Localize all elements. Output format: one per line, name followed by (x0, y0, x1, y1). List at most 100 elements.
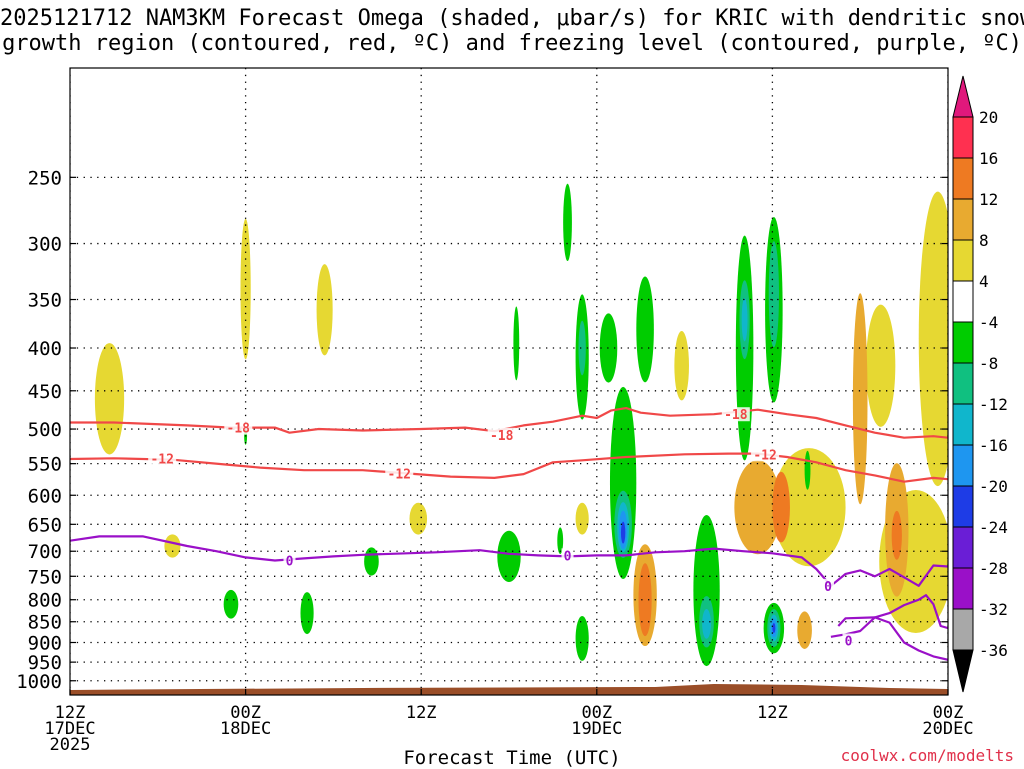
freezing-level-contour-label-0-2: 0 (824, 580, 832, 595)
omega-cell-pos-3 (164, 534, 181, 558)
colorbar-label-7: -12 (979, 395, 1008, 414)
y-tick-label-900: 900 (28, 632, 62, 654)
freezing-level-contour-1 (830, 594, 948, 638)
y-tick-label-250: 250 (28, 167, 62, 189)
freezing-level-contour-label-1-0: 0 (845, 634, 853, 649)
omega-cell-neg-28 (575, 615, 589, 661)
y-tick-label-500: 500 (28, 419, 62, 441)
omega-cell-neg-50 (772, 623, 776, 634)
dgz-contour-label-bg-0-2 (721, 407, 750, 422)
omega-cell-pos-13 (852, 293, 868, 505)
omega-cell-neg-36 (804, 450, 811, 490)
omega-cell-neg-45 (741, 298, 748, 342)
colorbar-label-12: -32 (979, 600, 1008, 619)
omega-cell-pos-10 (772, 448, 846, 567)
omega-cell-pos-6 (674, 331, 689, 401)
x-tick-label-line-24-0: 12Z (406, 703, 437, 723)
omega-cell-pos-4 (409, 502, 428, 535)
chart-title-line-2: growth region (contoured, red, ºC) and f… (2, 31, 1022, 56)
freezing-level-contour-label-0-1: 0 (564, 549, 572, 564)
y-tick-label-850: 850 (28, 612, 62, 634)
colorbar-label-8: -16 (979, 436, 1008, 455)
y-tick-label-550: 550 (28, 454, 62, 476)
dgz-contour-label-bg-1-0 (148, 451, 177, 466)
x-tick-label-line-60-0: 00Z (933, 703, 964, 723)
y-tick-label-400: 400 (28, 338, 62, 360)
colorbar-segment-12 (952, 608, 974, 651)
x-tick-label-36: 00Z 19DEC (571, 703, 622, 739)
freezing-level-contour-label-bg-0-1 (561, 548, 574, 563)
dgz-contour-label-0-2: -18 (724, 408, 748, 423)
omega-cell-pos-0 (94, 343, 125, 455)
colorbar-segment-7 (952, 403, 974, 446)
plot-frame (69, 67, 949, 696)
colorbar-label-6: -8 (979, 354, 998, 373)
x-tick-label-line-48-0: 12Z (757, 703, 788, 723)
freezing-level-contour-label-bg-0-0 (283, 553, 296, 568)
omega-cell-neg-49 (620, 521, 626, 544)
dgz-contour-label-bg-1-2 (751, 447, 780, 462)
y-tick-label-600: 600 (28, 485, 62, 507)
freezing-level-contour-label-0-0: 0 (286, 554, 294, 569)
omega-cell-pos-8 (866, 304, 896, 427)
omega-cell-pos-5 (575, 502, 589, 535)
y-tick-label-950: 950 (28, 652, 62, 674)
plot-area: -18 -18 -18 -12 -12 -12 0 0 0 0 (70, 68, 948, 695)
omega-cell-neg-20 (223, 589, 239, 619)
colorbar-segment-3 (952, 239, 974, 282)
freezing-level-contour-0 (70, 535, 948, 587)
colorbar-segment-4 (952, 280, 974, 323)
omega-cell-pos-2 (316, 264, 333, 356)
x-tick-label-line-12-1: 18DEC (220, 719, 271, 739)
omega-cell-neg-38 (578, 320, 586, 376)
colorbar-label-3: 8 (979, 231, 989, 250)
colorbar-label-1: 16 (979, 149, 998, 168)
y-tick-label-700: 700 (28, 541, 62, 563)
freezing-level-contour-label-bg-1-0 (842, 633, 855, 648)
colorbar-segment-9 (952, 485, 974, 528)
colorbar-label-10: -24 (979, 518, 1008, 537)
omega-cell-pos-1 (240, 218, 251, 360)
x-axis-label: Forecast Time (UTC) (403, 747, 621, 769)
y-tick-label-750: 750 (28, 566, 62, 588)
colorbar-segment-6 (952, 362, 974, 405)
omega-cell-neg-24 (563, 183, 572, 262)
omega-cell-pos-17 (772, 471, 790, 543)
colorbar-label-9: -20 (979, 477, 1008, 496)
colorbar-segment-2 (952, 198, 974, 241)
omega-cell-pos-15 (797, 611, 812, 649)
omega-cell-pos-12 (734, 460, 782, 555)
omega-cell-pos-16 (638, 563, 652, 637)
x-tick-label-0: 12Z 17DEC 2025 (44, 703, 95, 755)
dgz-contour-label-bg-1-1 (385, 466, 414, 481)
x-tick-label-line-60-1: 20DEC (922, 719, 973, 739)
x-tick-label-line-0-0: 12Z (55, 703, 86, 723)
omega-cell-neg-26 (557, 527, 564, 555)
omega-cell-pos-18 (891, 510, 902, 560)
freezing-level-contour-2 (837, 616, 948, 661)
x-tick-label-line-12-0: 00Z (230, 703, 261, 723)
y-tick-label-1000: 1000 (16, 671, 62, 693)
omega-cell-neg-41 (768, 241, 779, 348)
dgz-contour-label-0-0: -18 (227, 422, 251, 437)
terrain-ground (70, 683, 948, 695)
x-tick-label-line-36-1: 19DEC (571, 719, 622, 739)
colorbar-label-11: -28 (979, 559, 1008, 578)
colorbar-bottom-arrow (952, 649, 974, 693)
source-credit: coolwx.com/modelts (840, 746, 1014, 765)
y-tick-label-800: 800 (28, 590, 62, 612)
colorbar-label-0: 20 (979, 108, 998, 127)
x-tick-label-12: 00Z 18DEC (220, 703, 271, 739)
chart-title-line-1: 2025121712 NAM3KM Forecast Omega (shaded… (0, 6, 1024, 31)
dgz-contour-label-1-1: -12 (388, 467, 411, 482)
dgz-contour-label-bg-0-1 (487, 427, 516, 442)
dgz-contour-0 (70, 407, 948, 439)
x-tick-label-line-0-1: 17DEC (44, 719, 95, 739)
x-tick-label-48: 12Z (757, 703, 788, 723)
x-tick-label-24: 12Z (406, 703, 437, 723)
omega-cell-pos-7 (918, 191, 948, 487)
dgz-contour-label-1-2: -12 (753, 448, 776, 463)
y-tick-label-650: 650 (28, 514, 62, 536)
omega-cell-neg-23 (497, 530, 521, 583)
colorbar-top-arrow (952, 75, 974, 118)
